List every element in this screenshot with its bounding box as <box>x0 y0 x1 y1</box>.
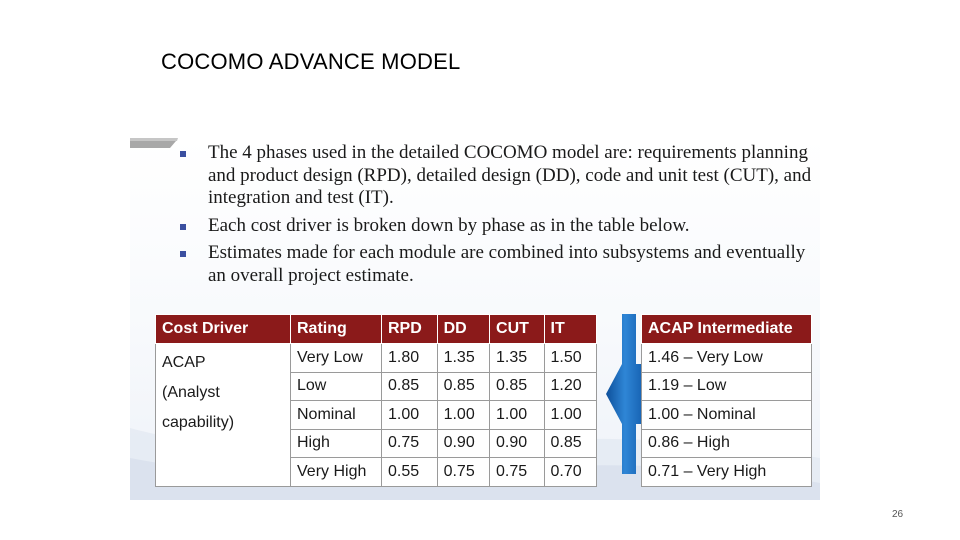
rating-cell: Nominal <box>290 400 382 430</box>
corner-swoosh-decoration <box>130 138 178 148</box>
rpd-cell: 0.85 <box>381 371 438 401</box>
header-it: IT <box>543 314 598 344</box>
rating-cell: High <box>290 428 382 458</box>
rpd-cell: 1.00 <box>381 400 438 430</box>
it-cell: 1.00 <box>543 400 598 430</box>
table-header-row: Cost Driver Rating RPD DD CUT IT <box>155 314 598 344</box>
slide-title: COCOMO ADVANCE MODEL <box>161 49 461 74</box>
rpd-cell: 1.80 <box>381 343 438 373</box>
table-row: ACAP (Analyst capability) Very Low 1.80 … <box>155 343 598 487</box>
slide-image: The 4 phases used in the detailed COCOMO… <box>130 138 820 500</box>
it-cell: 0.85 <box>543 428 598 458</box>
header-acap-intermediate: ACAP Intermediate <box>641 314 812 344</box>
bullet-item: Estimates made for each module are combi… <box>178 242 818 287</box>
cost-driver-table: Cost Driver Rating RPD DD CUT IT ACAP (A… <box>155 314 598 487</box>
table-row: Nominal 1.00 1.00 1.00 1.00 <box>156 400 598 430</box>
table-row: 0.71 – Very High <box>641 457 812 487</box>
rating-cell: Very Low <box>290 343 382 373</box>
table-header-row: ACAP Intermediate <box>641 314 812 344</box>
page-number: 26 <box>892 509 904 520</box>
bullet-item: The 4 phases used in the detailed COCOMO… <box>178 142 818 210</box>
dd-cell: 1.35 <box>436 343 491 373</box>
cut-cell: 0.75 <box>489 457 545 487</box>
header-cost-driver: Cost Driver <box>155 314 291 344</box>
dd-cell: 0.90 <box>436 428 491 458</box>
cut-cell: 0.85 <box>489 371 545 401</box>
square-bullet-icon <box>180 223 186 230</box>
left-arrow-icon <box>606 314 644 474</box>
header-rpd: RPD <box>381 314 438 344</box>
cut-cell: 0.90 <box>489 428 545 458</box>
driver-line: (Analyst <box>162 384 220 401</box>
rpd-cell: 0.55 <box>381 457 438 487</box>
driver-line: ACAP <box>162 354 206 371</box>
header-rating: Rating <box>290 314 382 344</box>
bullet-list: The 4 phases used in the detailed COCOMO… <box>178 142 818 292</box>
rating-cell: Very High <box>290 457 382 487</box>
cut-cell: 1.00 <box>489 400 545 430</box>
table-row: 1.19 – Low <box>641 371 812 401</box>
driver-line: capability) <box>162 414 235 431</box>
rating-cell: Low <box>290 371 382 401</box>
bullet-text: The 4 phases used in the detailed COCOMO… <box>208 142 812 208</box>
intermediate-cell: 1.19 – Low <box>641 371 812 401</box>
bullet-text: Estimates made for each module are combi… <box>208 242 806 286</box>
table-row: Very High 0.55 0.75 0.75 0.70 <box>156 457 598 487</box>
bullet-item: Each cost driver is broken down by phase… <box>178 215 818 238</box>
dd-cell: 0.85 <box>436 371 491 401</box>
dd-cell: 1.00 <box>436 400 491 430</box>
intermediate-cell: 1.00 – Nominal <box>641 400 812 430</box>
it-cell: 1.50 <box>543 343 598 373</box>
intermediate-cell: 0.86 – High <box>641 428 812 458</box>
rpd-cell: 0.75 <box>381 428 438 458</box>
header-cut: CUT <box>489 314 545 344</box>
bullet-text: Each cost driver is broken down by phase… <box>208 214 690 236</box>
dd-cell: 0.75 <box>436 457 491 487</box>
cost-driver-cell: ACAP (Analyst capability) <box>155 343 291 487</box>
header-dd: DD <box>436 314 491 344</box>
intermediate-cell: 1.46 – Very Low <box>641 343 812 373</box>
table-row: 1.46 – Very Low <box>641 343 812 373</box>
it-cell: 1.20 <box>543 371 598 401</box>
it-cell: 0.70 <box>543 457 598 487</box>
table-row: Low 0.85 0.85 0.85 1.20 <box>156 371 598 401</box>
square-bullet-icon <box>180 151 186 157</box>
table-row: 0.86 – High <box>641 428 812 458</box>
cut-cell: 1.35 <box>489 343 545 373</box>
table-row: High 0.75 0.90 0.90 0.85 <box>156 428 598 458</box>
square-bullet-icon <box>180 251 186 257</box>
table-row: 1.00 – Nominal <box>641 400 812 430</box>
acap-intermediate-table: ACAP Intermediate 1.46 – Very Low 1.19 –… <box>641 314 812 487</box>
intermediate-cell: 0.71 – Very High <box>641 457 812 487</box>
